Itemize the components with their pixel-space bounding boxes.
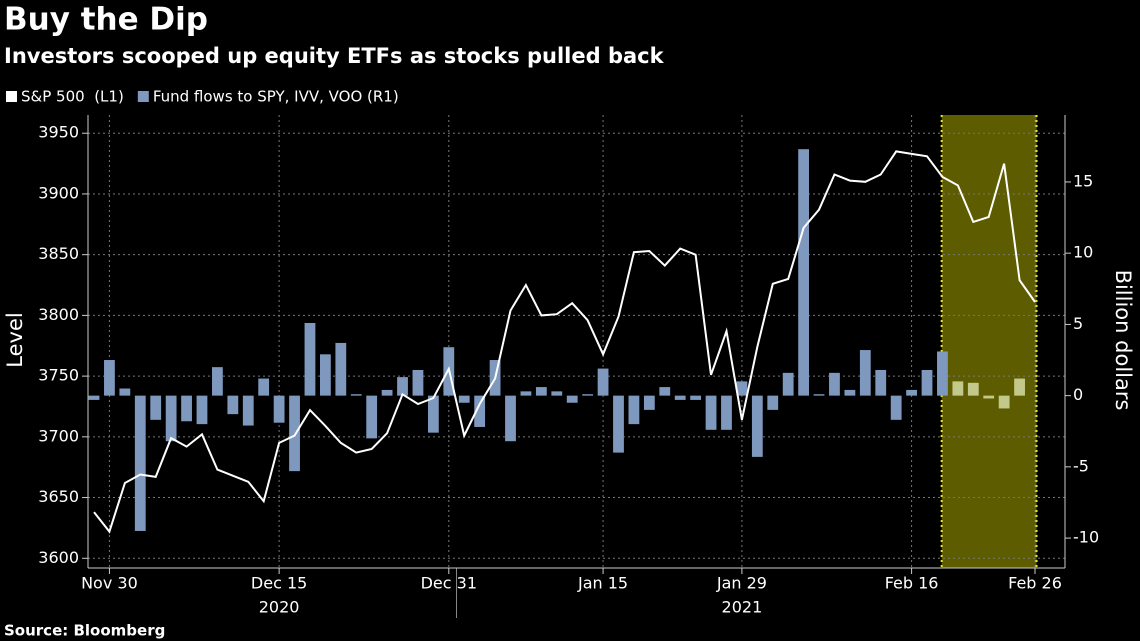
y-tick-label: 3950: [38, 123, 79, 142]
y2-tick-label: 15: [1073, 171, 1093, 190]
bar: [859, 350, 871, 396]
bar: [212, 367, 223, 396]
bar: [319, 354, 331, 396]
bar: [921, 369, 933, 396]
bar: [242, 395, 254, 426]
bar: [458, 395, 470, 403]
chart-subtitle: Investors scooped up equity ETFs as stoc…: [4, 44, 665, 68]
legend-label: Fund flows to SPY, IVV, VOO (R1): [153, 88, 399, 106]
bar: [427, 395, 439, 433]
y-tick-label: 3650: [38, 487, 79, 506]
bar: [88, 395, 100, 400]
bar: [258, 378, 270, 396]
x-tick-label: Feb 26: [1008, 574, 1062, 593]
x-tick-label: Nov 30: [81, 574, 138, 593]
source: Source: Bloomberg: [4, 622, 165, 640]
y2-tick-label: 0: [1073, 385, 1083, 404]
bar: [381, 389, 393, 396]
bar: [350, 394, 362, 396]
x-tick-label: Dec 31: [421, 574, 477, 593]
bar: [150, 395, 162, 420]
y2-tick-label: -10: [1073, 528, 1099, 547]
bar: [227, 395, 239, 415]
y-tick-label: 3800: [38, 305, 79, 324]
bar: [613, 395, 624, 453]
bar: [505, 395, 516, 442]
legend-swatch: [6, 91, 17, 102]
bar: [967, 382, 979, 396]
bar: [782, 372, 794, 396]
bar: [304, 322, 316, 396]
y-tick-label: 3750: [38, 366, 79, 385]
bar: [520, 391, 532, 396]
bar: [566, 395, 578, 403]
x-tick-label: Jan 29: [716, 574, 767, 593]
y2-axis-title: Billion dollars: [1111, 270, 1135, 411]
bar: [736, 381, 748, 396]
x-tick-label: Feb 16: [885, 574, 939, 593]
x-tick-label: Dec 15: [251, 574, 307, 593]
bar: [119, 388, 131, 396]
bar: [798, 149, 810, 396]
y-tick-label: 3900: [38, 183, 79, 202]
x-tick-label: Jan 15: [577, 574, 628, 593]
bar: [597, 368, 609, 396]
bar: [273, 395, 285, 423]
year-label: 2020: [259, 598, 300, 617]
bar: [535, 387, 547, 396]
bar: [1014, 378, 1025, 396]
bar: [767, 395, 779, 410]
bar: [890, 395, 902, 420]
bar: [551, 391, 563, 396]
bar: [366, 395, 378, 439]
bar: [474, 395, 486, 427]
bar: [906, 389, 917, 396]
bar: [844, 389, 856, 396]
y2-tick-label: -5: [1073, 456, 1089, 475]
bar: [289, 395, 300, 472]
chart-title: Buy the Dip: [4, 2, 208, 38]
bar: [937, 351, 948, 396]
bar: [134, 395, 146, 531]
bar: [643, 395, 655, 410]
bar: [659, 387, 671, 396]
bar: [983, 395, 995, 399]
line: [93, 150, 1036, 534]
bar: [721, 395, 732, 430]
y-tick-label: 3850: [38, 244, 79, 263]
bar: [952, 381, 964, 396]
y2-tick-label: 5: [1073, 314, 1083, 333]
bar: [104, 360, 115, 396]
bar: [829, 372, 840, 396]
bar: [628, 395, 640, 425]
bar: [181, 395, 192, 422]
bar: [165, 395, 177, 442]
bar: [998, 395, 1010, 409]
y-tick-label: 3700: [38, 426, 79, 445]
bar: [335, 342, 347, 396]
y-axis-title: Level: [3, 312, 27, 367]
bar: [196, 395, 208, 425]
year-label: 2021: [722, 598, 763, 617]
highlight-region: [941, 115, 1037, 568]
bar: [875, 369, 887, 396]
bar: [705, 395, 717, 430]
bar: [412, 369, 424, 396]
legend-label: S&P 500 (L1): [21, 88, 124, 106]
bar: [813, 394, 825, 396]
y2-tick-label: 10: [1073, 243, 1093, 262]
bar: [690, 395, 702, 400]
bar: [582, 394, 594, 396]
bar: [397, 377, 408, 396]
legend-swatch: [137, 91, 149, 102]
y-tick-label: 3600: [38, 548, 79, 567]
bar: [751, 395, 763, 457]
bar: [674, 395, 686, 400]
